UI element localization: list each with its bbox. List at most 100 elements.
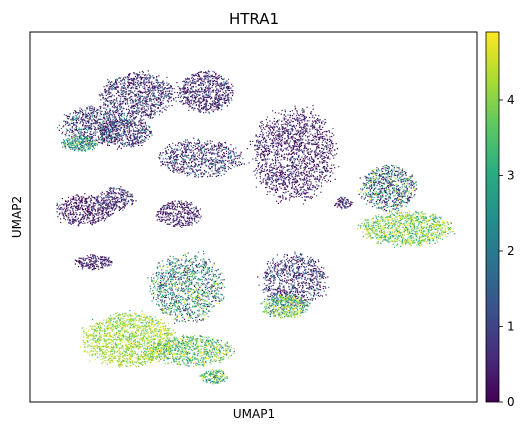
cluster-3 — [60, 135, 99, 152]
data-point — [304, 147, 306, 149]
data-point — [314, 168, 317, 170]
data-point — [91, 113, 93, 115]
data-point — [180, 142, 182, 144]
data-point — [202, 100, 205, 102]
data-point — [196, 93, 198, 95]
data-point — [79, 109, 81, 111]
data-point — [198, 75, 200, 77]
data-point — [123, 143, 125, 145]
data-point — [287, 185, 289, 187]
data-point — [288, 143, 290, 146]
data-point — [68, 134, 70, 136]
data-point — [132, 123, 134, 125]
data-point — [230, 92, 232, 94]
data-point — [108, 87, 110, 89]
data-point — [99, 95, 101, 97]
data-point — [125, 125, 127, 127]
data-point — [193, 176, 196, 178]
data-point — [137, 107, 139, 109]
data-point — [200, 148, 202, 150]
data-point — [140, 107, 142, 109]
data-point — [149, 136, 151, 138]
data-point — [152, 76, 154, 79]
data-point — [182, 96, 185, 98]
data-point — [176, 171, 178, 173]
data-point — [315, 121, 317, 123]
data-point — [70, 143, 72, 145]
data-point — [138, 107, 140, 109]
data-point — [267, 124, 269, 126]
data-point — [318, 139, 321, 141]
data-point — [97, 119, 99, 121]
data-point — [309, 116, 311, 119]
data-point — [281, 145, 283, 147]
data-point — [116, 110, 118, 112]
data-point — [138, 142, 140, 144]
data-point — [118, 145, 120, 147]
data-point — [209, 152, 211, 154]
data-point — [110, 102, 112, 104]
data-point — [93, 118, 95, 120]
data-point — [74, 112, 76, 114]
data-point — [315, 135, 317, 138]
data-point — [260, 156, 262, 158]
data-point — [98, 128, 100, 130]
data-point — [133, 107, 136, 109]
data-point — [199, 78, 201, 80]
data-point — [311, 123, 313, 125]
data-point — [203, 89, 205, 91]
data-point — [194, 172, 196, 174]
data-point — [216, 80, 218, 82]
data-point — [238, 161, 240, 163]
data-point — [131, 123, 133, 125]
data-point — [126, 118, 128, 120]
data-point — [156, 98, 158, 100]
data-point — [191, 88, 193, 90]
data-point — [215, 97, 217, 99]
data-point — [207, 94, 209, 96]
data-point — [148, 73, 150, 75]
data-point — [219, 85, 221, 88]
data-point — [194, 89, 197, 91]
data-point — [197, 170, 199, 172]
data-point — [104, 103, 106, 105]
data-point — [122, 101, 124, 103]
data-point — [84, 136, 86, 138]
data-point — [200, 84, 202, 86]
data-point — [159, 154, 161, 156]
data-point — [187, 104, 189, 106]
data-point — [194, 165, 196, 167]
data-point — [183, 145, 185, 147]
data-point — [205, 105, 207, 107]
data-point — [308, 170, 310, 172]
data-point — [123, 78, 126, 80]
data-point — [135, 79, 137, 81]
data-point — [195, 176, 197, 178]
data-point — [333, 149, 336, 151]
data-point — [152, 83, 154, 85]
data-point — [74, 137, 76, 139]
data-point — [204, 160, 206, 162]
data-point — [139, 99, 141, 102]
data-point — [183, 155, 185, 157]
data-point — [114, 119, 116, 121]
data-point — [104, 104, 107, 106]
data-point — [194, 78, 196, 81]
data-point — [76, 146, 78, 148]
data-point — [143, 96, 145, 98]
data-point — [156, 103, 158, 105]
data-point — [146, 135, 148, 137]
data-point — [102, 128, 104, 130]
data-point — [145, 97, 147, 99]
data-point — [179, 88, 181, 90]
data-point — [104, 117, 106, 119]
data-point — [130, 106, 132, 108]
data-point — [179, 96, 181, 98]
data-point — [146, 91, 148, 93]
data-point — [192, 97, 194, 99]
data-point — [127, 87, 129, 89]
data-point — [195, 73, 197, 75]
data-point — [289, 183, 291, 185]
data-point — [295, 125, 298, 127]
data-point — [101, 93, 103, 95]
